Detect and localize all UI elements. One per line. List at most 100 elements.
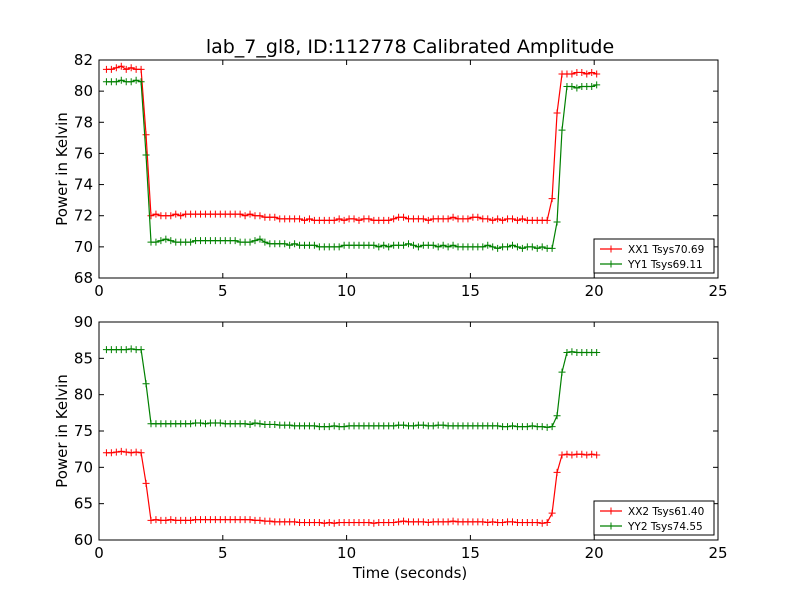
legend-label: XX2 Tsys61.40: [628, 506, 704, 518]
data-point: [107, 65, 115, 73]
data-point: [563, 450, 571, 458]
data-point: [286, 421, 294, 429]
data-point: [117, 447, 125, 455]
x-axis-label: Time (seconds): [352, 564, 468, 582]
data-point: [548, 423, 556, 431]
data-point: [266, 517, 274, 525]
data-point: [508, 215, 516, 223]
data-point: [494, 422, 502, 430]
series-line: [106, 450, 597, 524]
data-point: [444, 243, 452, 251]
data-point: [256, 212, 264, 220]
data-point: [132, 448, 140, 456]
data-point: [142, 151, 150, 159]
data-point: [449, 241, 457, 249]
data-point: [558, 368, 566, 376]
y-tick-label: 82: [74, 51, 93, 69]
data-point: [419, 215, 427, 223]
data-point: [157, 237, 165, 245]
data-point: [320, 519, 328, 527]
data-point: [330, 422, 338, 430]
legend: XX1 Tsys70.69 YY1 Tsys69.11: [593, 238, 715, 274]
data-point: [271, 213, 279, 221]
data-point: [330, 519, 338, 527]
data-point: [315, 519, 323, 527]
data-point: [419, 421, 427, 429]
data-point: [112, 78, 120, 86]
data-point: [395, 518, 403, 526]
data-point: [291, 240, 299, 248]
data-point: [508, 241, 516, 249]
data-point: [494, 244, 502, 252]
data-point: [588, 450, 596, 458]
data-point: [335, 243, 343, 251]
data-point: [127, 345, 135, 353]
y-tick-label: 65: [74, 495, 93, 513]
data-point: [553, 468, 561, 476]
data-point: [588, 82, 596, 90]
data-point: [444, 215, 452, 223]
series-line: [106, 348, 597, 428]
data-point: [543, 423, 551, 431]
data-point: [390, 215, 398, 223]
data-point: [187, 516, 195, 524]
data-point: [558, 451, 566, 459]
data-point: [484, 215, 492, 223]
legend-label: XX1 Tsys70.69: [628, 244, 704, 256]
x-tick-label: 25: [708, 282, 727, 300]
data-point: [370, 519, 378, 527]
data-point: [122, 346, 130, 354]
data-point: [583, 70, 591, 78]
data-point: [197, 419, 205, 427]
data-point: [251, 237, 259, 245]
x-tick-label: 20: [585, 544, 604, 562]
data-point: [523, 423, 531, 431]
data-point: [162, 235, 170, 243]
data-point: [152, 516, 160, 524]
data-point: [385, 216, 393, 224]
data-point: [444, 518, 452, 526]
data-point: [291, 518, 299, 526]
data-point: [310, 422, 318, 430]
legend-label: YY2 Tsys74.55: [627, 521, 703, 533]
data-point: [122, 448, 130, 456]
series-1: [102, 447, 601, 527]
data-point: [424, 216, 432, 224]
data-point: [296, 215, 304, 223]
data-point: [112, 448, 120, 456]
data-point: [588, 68, 596, 76]
data-point: [122, 65, 130, 73]
data-point: [533, 519, 541, 527]
y-tick-label: 75: [74, 422, 93, 440]
data-point: [231, 237, 239, 245]
data-point: [593, 70, 601, 78]
data-point: [504, 243, 512, 251]
data-point: [256, 420, 264, 428]
data-point: [538, 519, 546, 527]
data-point: [350, 215, 358, 223]
x-tick-label: 5: [218, 282, 228, 300]
series-line: [106, 79, 597, 250]
data-point: [548, 244, 556, 252]
data-point: [504, 423, 512, 431]
data-point: [137, 65, 145, 73]
data-point: [593, 81, 601, 89]
x-tick-label: 10: [337, 282, 356, 300]
x-tick-label: 25: [708, 544, 727, 562]
data-point: [241, 420, 249, 428]
y-tick-label: 85: [74, 349, 93, 367]
data-point: [301, 216, 309, 224]
data-point: [107, 449, 115, 457]
data-point: [142, 131, 150, 139]
data-point: [375, 243, 383, 251]
data-point: [533, 244, 541, 252]
data-point: [593, 451, 601, 459]
y-tick-label: 80: [74, 386, 93, 404]
legend-marker: [607, 507, 615, 515]
y-axis-label: Power in Kelvin: [53, 374, 71, 488]
data-point: [137, 449, 145, 457]
data-point: [538, 243, 546, 251]
data-point: [593, 349, 601, 357]
top-panel: 0 5 10 15 20 25 68 70 72 74 76 78 80 82 Power in Kelvi…: [53, 51, 728, 300]
data-point: [518, 244, 526, 252]
